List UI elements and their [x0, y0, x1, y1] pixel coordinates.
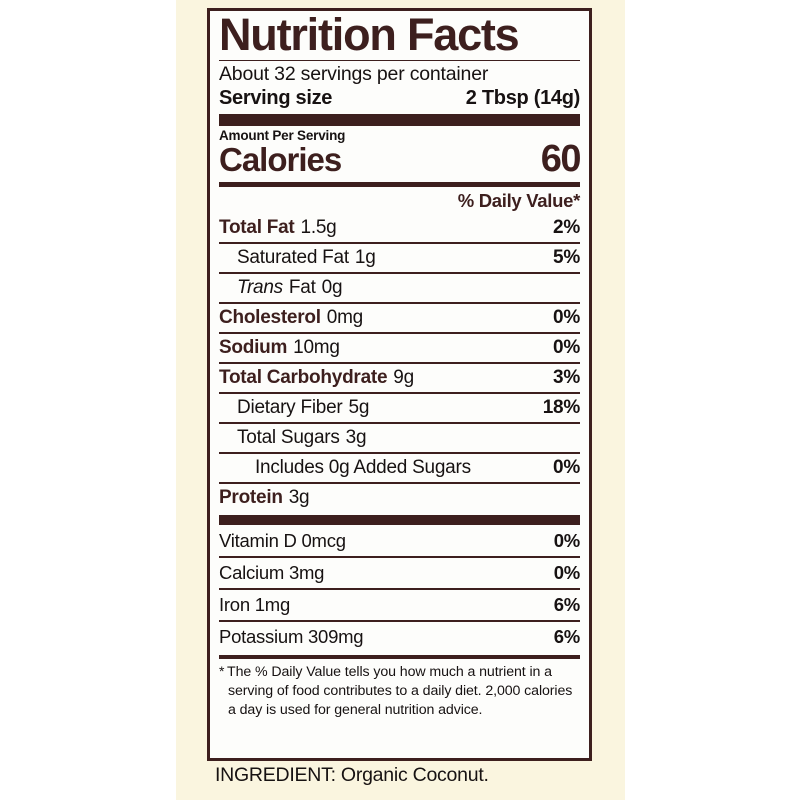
micronutrient-rows: Vitamin D 0mcg 0% Calcium 3mg 0% Iron 1mg 6% P…: [219, 526, 580, 652]
divider-thick-above-calories: [219, 113, 580, 126]
nutrient-row: Includes 0g Added Sugars 0%: [219, 454, 580, 482]
divider-under-calories: [219, 181, 580, 187]
divider-above-footnote: [219, 654, 580, 659]
nutrient-amount: 3g: [345, 426, 367, 448]
nutrient-name-amount: Total Fat 1.5g: [219, 217, 337, 239]
micronutrient-row: Potassium 309mg 6%: [219, 622, 580, 652]
nutrient-name-amount: Trans Fat 0g: [237, 276, 343, 299]
nutrient-row: Dietary Fiber 5g 18%: [219, 394, 580, 422]
nutrient-amount: 1g: [354, 246, 376, 268]
divider-between-nutrients: [219, 241, 580, 244]
nutrient-name-amount: Total Carbohydrate 9g: [219, 367, 414, 389]
nutrient-name: Total Carbohydrate: [219, 366, 388, 388]
divider-between-nutrients: [219, 331, 580, 334]
footnote-text: The % Daily Value tells you how much a n…: [227, 663, 573, 718]
nutrient-name: Dietary Fiber: [237, 396, 343, 418]
nutrient-name: Protein: [219, 486, 283, 508]
divider-between-micronutrients: [219, 555, 580, 558]
divider-between-nutrients: [219, 301, 580, 304]
nutrient-daily-value: 18%: [542, 396, 581, 418]
footnote-asterisk: *: [219, 662, 225, 679]
nutrient-name: Fat: [288, 276, 316, 298]
micronutrient-daily-value: 0%: [553, 529, 581, 551]
nutrition-facts-panel: Nutrition Facts About 32 servings per co…: [207, 8, 592, 761]
nutrient-row: Protein 3g: [219, 484, 580, 512]
divider-between-micronutrients: [219, 587, 580, 590]
divider-between-nutrients: [219, 271, 580, 274]
divider-between-nutrients: [219, 481, 580, 484]
micronutrient-name: Calcium 3mg: [219, 561, 325, 583]
nutrient-name: Total Fat: [219, 216, 295, 238]
divider-between-nutrients: [219, 361, 580, 364]
calories-label: Calories: [219, 140, 342, 178]
nutrient-name-amount: Total Sugars 3g: [237, 426, 367, 449]
serving-size-value: 2 Tbsp (14g): [465, 86, 581, 109]
nutrient-name-amount: Protein 3g: [219, 486, 310, 509]
servings-per-container: About 32 servings per container: [219, 63, 489, 86]
divider-between-nutrients: [219, 421, 580, 424]
nutrient-row: Total Carbohydrate 9g 3%: [219, 364, 580, 392]
serving-size-row: Serving size 2 Tbsp (14g): [219, 87, 580, 110]
divider-between-nutrients: [219, 391, 580, 394]
nutrient-name: Sodium: [219, 336, 288, 358]
micronutrient-daily-value: 6%: [553, 625, 581, 647]
nutrient-name-amount: Includes 0g Added Sugars: [255, 457, 471, 479]
nutrient-amount: 0g: [321, 276, 343, 298]
divider-thick-above-micronutrients: [219, 514, 580, 525]
micronutrient-daily-value: 0%: [553, 561, 581, 583]
nutrient-name-amount: Cholesterol 0mg: [219, 307, 363, 329]
nutrient-name-amount: Dietary Fiber 5g: [237, 397, 369, 419]
micronutrient-name: Potassium 309mg: [219, 625, 364, 647]
nutrient-amount: 0mg: [326, 306, 363, 328]
divider-under-title: [219, 60, 580, 62]
micronutrient-row: Vitamin D 0mcg 0%: [219, 526, 580, 556]
calories-value: 60: [540, 137, 582, 180]
nutrient-daily-value: 0%: [553, 336, 580, 358]
nutrient-name: Saturated Fat: [237, 246, 349, 268]
micronutrient-row: Iron 1mg 6%: [219, 590, 580, 620]
nutrition-facts-title: Nutrition Facts: [219, 9, 520, 60]
nutrient-name-amount: Saturated Fat 1g: [237, 247, 376, 269]
daily-value-header: % Daily Value*: [457, 189, 581, 211]
nutrient-name: Cholesterol: [219, 306, 321, 328]
calories-row: Calories 60: [219, 137, 582, 180]
nutrient-daily-value: 0%: [553, 306, 580, 328]
nutrient-amount: 3g: [288, 486, 310, 508]
nutrient-name-italic: Trans: [237, 276, 283, 298]
micronutrient-name: Iron 1mg: [219, 593, 291, 615]
micronutrient-name: Vitamin D 0mcg: [219, 529, 346, 551]
nutrient-row: Trans Fat 0g: [219, 274, 580, 302]
nutrient-name-amount: Sodium 10mg: [219, 337, 340, 359]
nutrient-amount: 10mg: [293, 336, 340, 358]
micronutrient-row: Calcium 3mg 0%: [219, 558, 580, 588]
nutrient-rows: Total Fat 1.5g 2% Saturated Fat 1g 5% Trans Fat…: [219, 214, 580, 512]
nutrient-row: Total Fat 1.5g 2%: [219, 214, 580, 242]
nutrient-daily-value: 0%: [553, 456, 580, 478]
divider-between-micronutrients: [219, 619, 580, 622]
ingredient-line: INGREDIENT: Organic Coconut.: [215, 764, 489, 786]
nutrient-name: Total Sugars: [237, 426, 340, 448]
nutrient-daily-value: 3%: [553, 366, 580, 388]
nutrient-row: Saturated Fat 1g 5%: [219, 244, 580, 272]
amount-per-serving-label: Amount Per Serving: [219, 127, 346, 143]
nutrient-row: Cholesterol 0mg 0%: [219, 304, 580, 332]
micronutrient-daily-value: 6%: [553, 593, 581, 615]
divider-between-nutrients: [219, 451, 580, 454]
nutrient-daily-value: 5%: [553, 246, 580, 268]
nutrient-amount: 1.5g: [300, 216, 337, 238]
nutrient-daily-value: 2%: [553, 216, 580, 238]
nutrient-row: Total Sugars 3g: [219, 424, 580, 452]
daily-value-footnote: * The % Daily Value tells you how much a…: [219, 659, 580, 720]
serving-size-label: Serving size: [219, 86, 333, 109]
nutrient-amount: 5g: [348, 396, 370, 418]
nutrient-amount: 9g: [393, 366, 414, 388]
nutrient-row: Sodium 10mg 0%: [219, 334, 580, 362]
nutrient-name: Includes 0g Added Sugars: [255, 456, 471, 478]
